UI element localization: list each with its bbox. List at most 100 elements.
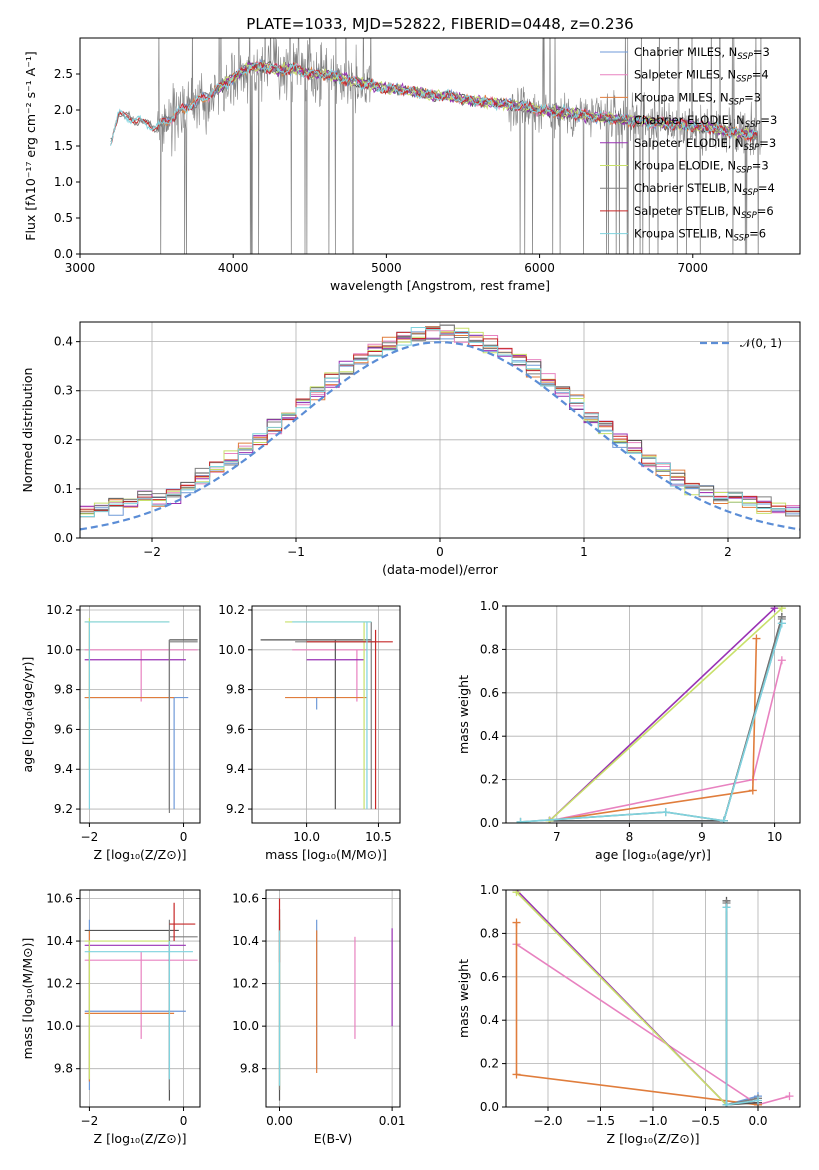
- weight-marker: [722, 903, 731, 912]
- y-tick-label: 10.0: [232, 1019, 259, 1033]
- y-tick-label: 0.3: [54, 384, 73, 398]
- axes-frame: [505, 889, 801, 1108]
- y-tick-label: 10.6: [46, 892, 73, 906]
- y-tick-label: 0.6: [480, 970, 499, 984]
- y-tick-label: 10.4: [232, 934, 259, 948]
- y-axis-label: mass weight: [456, 675, 471, 754]
- y-axis-label: mass weight: [456, 959, 471, 1038]
- y-tick-label: 0.4: [480, 729, 499, 743]
- y-tick-label: 0.8: [480, 642, 499, 656]
- weight-marker: [777, 606, 786, 613]
- legend-entry: 𝒩(0, 1): [740, 336, 782, 350]
- weight-line-chabrier_miles: [725, 907, 759, 1106]
- x-tick-label: 7: [553, 830, 561, 844]
- x-tick-label: 10: [767, 830, 782, 844]
- y-tick-label: 0.6: [480, 686, 499, 700]
- weight-marker: [719, 816, 728, 823]
- x-axis-label: E(B-V): [314, 1131, 353, 1146]
- y-tick-label: 0.5: [54, 211, 73, 225]
- weight-vs-age-panel: 7 8 9 10 0.0 0.2 0.4 0.6 0.8 1.0 age [log₁₀(age/yr…: [456, 599, 801, 862]
- y-axis-label: Normed distribution: [20, 368, 35, 493]
- point-salpeter_miles: [84, 951, 198, 1039]
- x-tick-label: 4000: [218, 261, 249, 275]
- residuals-panel: −2 −1 0 1 2 0.0 0.1 0.2 0.3 0.4 (data-model)/error…: [20, 321, 801, 577]
- y-axis-label: Flux [fλ10⁻¹⁷ erg cm⁻² s⁻¹ A⁻¹]: [23, 51, 38, 240]
- axes-frame: [79, 889, 201, 1108]
- y-tick-label: 0.0: [54, 531, 73, 545]
- x-tick-label: −2.0: [533, 1114, 562, 1128]
- weight-line-kroupa_stelib: [520, 623, 783, 823]
- y-tick-label: 1.0: [480, 599, 499, 613]
- point-kroupa_miles: [84, 930, 175, 1082]
- weight-line-kroupa_elodie: [515, 891, 728, 1106]
- legend-entry: Chabrier MILES, NSSP=3: [634, 45, 770, 62]
- y-tick-label: 10.2: [46, 977, 73, 991]
- weight-marker: [722, 1100, 731, 1107]
- weight-marker: [661, 808, 670, 817]
- mass-vs-z-panel: −2 0 9.8 10.0 10.2 10.4 10.6 Z [log₁₀(Z/Z⊙)] mas…: [20, 889, 201, 1146]
- y-tick-label: 9.8: [240, 1062, 259, 1076]
- y-tick-label: 0.2: [54, 433, 73, 447]
- point-kroupa_stelib: [84, 621, 170, 810]
- mass-vs-ebv-panel: 0.00 0.01 9.8 10.0 10.2 10.4 10.6 E(B-V): [232, 889, 405, 1146]
- axes-frame: [265, 889, 401, 1108]
- x-tick-label: −1: [287, 545, 305, 559]
- y-tick-label: 2.0: [54, 103, 73, 117]
- axes-frame: [251, 605, 401, 824]
- weight-line-chabrier_elodie: [725, 900, 759, 1106]
- x-axis-label: age [log₁₀(age/yr)]: [595, 847, 711, 862]
- point-chabrier_stelib: [168, 639, 198, 814]
- y-tick-label: 1.0: [480, 883, 499, 897]
- y-tick-label: 10.2: [232, 977, 259, 991]
- y-tick-label: 9.8: [54, 683, 73, 697]
- y-tick-label: 1.5: [54, 139, 73, 153]
- y-tick-label: 0.2: [480, 1057, 499, 1071]
- x-tick-label: 8: [626, 830, 634, 844]
- y-tick-label: 0.4: [54, 335, 73, 349]
- weight-line-chabrier_elodie: [549, 616, 783, 822]
- weight-marker: [777, 656, 786, 665]
- x-axis-label: mass [log₁₀(M/M⊙)]: [265, 847, 387, 862]
- age-vs-z-panel: −2 0 9.2 9.4 9.6 9.8 10.0 10.2 Z [log₁₀(Z/Z⊙)] ag…: [20, 603, 201, 862]
- x-tick-label: 10.0: [293, 830, 320, 844]
- point-salpeter_miles: [292, 649, 367, 702]
- legend-entry: Salpeter STELIB, NSSP=6: [634, 204, 774, 221]
- x-tick-label: −2: [143, 545, 161, 559]
- x-tick-label: 0: [436, 545, 444, 559]
- point-chabrier_miles: [84, 696, 189, 810]
- y-tick-label: 1.0: [54, 175, 73, 189]
- y-tick-label: 9.6: [54, 722, 73, 736]
- weight-marker: [748, 786, 757, 795]
- weight-marker: [777, 619, 786, 628]
- x-tick-label: 5000: [371, 261, 402, 275]
- y-tick-label: 0.0: [480, 816, 499, 830]
- x-tick-label: 7000: [677, 261, 708, 275]
- axes-frame: [79, 37, 801, 255]
- x-tick-label: −2: [81, 1114, 99, 1128]
- y-tick-label: 9.8: [54, 1062, 73, 1076]
- x-tick-label: 6000: [524, 261, 555, 275]
- y-tick-label: 10.2: [218, 603, 245, 617]
- y-tick-label: 0.0: [54, 247, 73, 261]
- y-tick-label: 10.6: [232, 892, 259, 906]
- legend-entry: Salpeter ELODIE, NSSP=3: [634, 136, 776, 153]
- y-tick-label: 0.4: [480, 1013, 499, 1027]
- x-axis-label: Z [log₁₀(Z/Z⊙)]: [94, 1131, 187, 1146]
- y-tick-label: 9.4: [54, 762, 73, 776]
- legend-entry: Kroupa ELODIE, NSSP=3: [634, 159, 769, 176]
- age-vs-mass-panel: 10.0 10.5 9.2 9.4 9.6 9.8 10.0 10.2 mass [log₁₀(…: [218, 603, 401, 862]
- x-tick-label: 3000: [65, 261, 96, 275]
- point-salpeter_stelib: [169, 902, 196, 942]
- y-tick-label: 9.8: [226, 683, 245, 697]
- point-kroupa_elodie: [84, 940, 170, 1080]
- point-kroupa_miles: [84, 621, 175, 710]
- x-axis-label: Z [log₁₀(Z/Z⊙)]: [607, 1131, 700, 1146]
- x-tick-label: 0: [180, 1114, 188, 1128]
- legend-entry: Chabrier STELIB, NSSP=4: [634, 181, 775, 198]
- y-tick-label: 9.6: [226, 722, 245, 736]
- axes-frame: [79, 605, 201, 824]
- model-spectrum-kroupa_elodie: [217, 61, 757, 140]
- weight-marker: [752, 634, 761, 643]
- x-tick-label: −2: [81, 830, 99, 844]
- y-tick-label: 0.1: [54, 482, 73, 496]
